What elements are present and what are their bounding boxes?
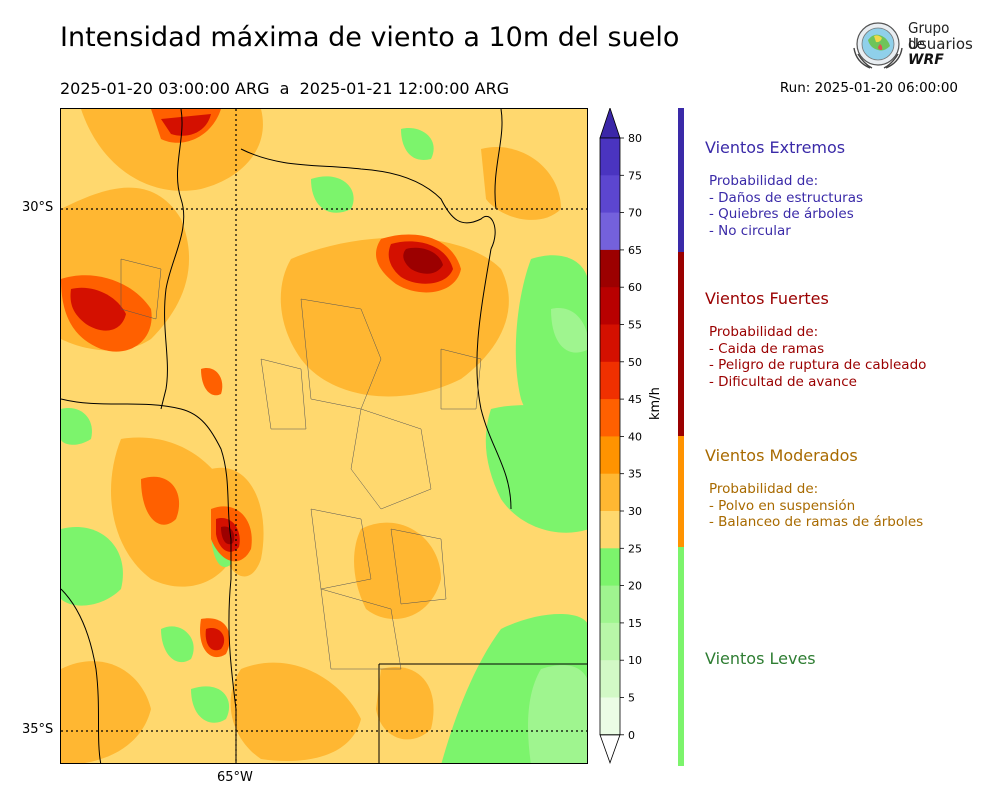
colorbar-tick-label: 5 [628, 692, 635, 705]
colorbar-tick-label: 20 [628, 580, 642, 593]
moderate-band [678, 436, 684, 547]
colorbar-tick-label: 45 [628, 393, 642, 406]
colorbar-extend-top [599, 108, 621, 139]
desc-line: - Peligro de ruptura de cableado [709, 357, 927, 373]
colorbar-extend-bottom [599, 734, 621, 764]
colorbar-segment [600, 324, 620, 363]
category-title: Vientos Extremos [705, 138, 846, 157]
colorbar-unit: km/h [648, 387, 663, 420]
colorbar-segment [600, 287, 620, 325]
colorbar-tick-label: 55 [628, 319, 642, 332]
strong-band [678, 252, 684, 436]
light-green-wind-zones [528, 308, 587, 763]
desc-line: - No circular [709, 222, 791, 239]
extreme-band [678, 108, 684, 252]
category-description: Probabilidad de: - Daños de estructuras … [709, 173, 863, 239]
category-title: Vientos Leves [705, 649, 816, 668]
colorbar-segment [600, 548, 620, 587]
colorbar-segment [600, 361, 620, 400]
colorbar-segment [600, 436, 620, 475]
colorbar-segment [600, 138, 620, 176]
lon-label-65w: 65°W [217, 770, 253, 785]
run-time: Run: 2025-01-20 06:00:00 [779, 80, 958, 96]
colorbar-tick-label: 50 [628, 356, 642, 369]
logo-line-2: Usuarios [908, 35, 973, 53]
desc-line: Probabilidad de: [709, 324, 819, 340]
desc-line: - Caida de ramas [709, 340, 825, 357]
light-band [678, 547, 684, 766]
forecast-period: 2025-01-20 03:00:00 ARG a 2025-01-21 12:… [60, 79, 510, 98]
logo-line-1: Grupo de [908, 19, 950, 53]
colorbar-tick-label: 80 [628, 132, 642, 145]
desc-line: - Polvo en suspensión [709, 497, 856, 514]
colorbar-tick-label: 0 [628, 729, 635, 742]
boundaries [61, 109, 587, 763]
category-title: Vientos Fuertes [705, 289, 829, 308]
colorbar-tick-label: 15 [628, 617, 642, 630]
category-moderate: Vientos Moderados Probabilidad de: - Pol… [705, 446, 923, 531]
colorbar-tick-label: 35 [628, 468, 642, 481]
globe-icon [853, 22, 903, 69]
graticule [61, 109, 587, 763]
desc-line: Probabilidad de: [709, 173, 819, 189]
colorbar-tick-label: 40 [628, 430, 642, 443]
colorbar-tick-label: 60 [628, 281, 642, 294]
lat-label-30s: 30°S [22, 200, 54, 215]
category-description: Probabilidad de: - Caida de ramas - Peli… [709, 324, 926, 390]
colorbar-segment [600, 175, 620, 214]
colorbar-tick-label: 10 [628, 654, 642, 667]
category-extreme: Vientos Extremos Probabilidad de: - Daño… [705, 138, 863, 239]
colorbar-tick-label: 25 [628, 542, 642, 555]
desc-line: - Dificultad de avance [709, 373, 857, 390]
colorbar-segment [600, 622, 620, 661]
colorbar-segment [600, 399, 620, 437]
desc-line: - Quiebres de árboles [709, 206, 854, 222]
wind-map [60, 108, 588, 764]
logo-line-3: WRF [908, 52, 944, 68]
category-light: Vientos Leves [705, 649, 816, 668]
colorbar-segment [600, 697, 620, 736]
colorbar-tick-label: 30 [628, 505, 642, 518]
desc-line: - Daños de estructuras [709, 189, 864, 206]
wrf-users-group-logo: Grupo de Usuarios WRF [848, 18, 973, 72]
desc-line: Probabilidad de: [709, 481, 819, 497]
department-lines [120, 258, 482, 670]
colorbar-segment [600, 473, 620, 512]
colorbar-segment [600, 249, 620, 288]
category-title: Vientos Moderados [705, 446, 858, 465]
lat-label-35s: 35°S [22, 722, 54, 737]
colorbar-tick-label: 70 [628, 207, 642, 220]
category-strong: Vientos Fuertes Probabilidad de: - Caida… [705, 289, 926, 390]
colorbar-segment [600, 511, 620, 549]
colorbar-tick-label: 65 [628, 244, 642, 257]
colorbar-segment [600, 585, 620, 624]
desc-line: - Balanceo de ramas de árboles [709, 514, 924, 530]
category-description: Probabilidad de: - Polvo en suspensión -… [709, 481, 923, 531]
colorbar-segment [600, 212, 620, 251]
colorbar-segment [600, 660, 620, 698]
map-title: Intensidad máxima de viento a 10m del su… [60, 22, 680, 53]
colorbar-tick-label: 75 [628, 169, 642, 182]
